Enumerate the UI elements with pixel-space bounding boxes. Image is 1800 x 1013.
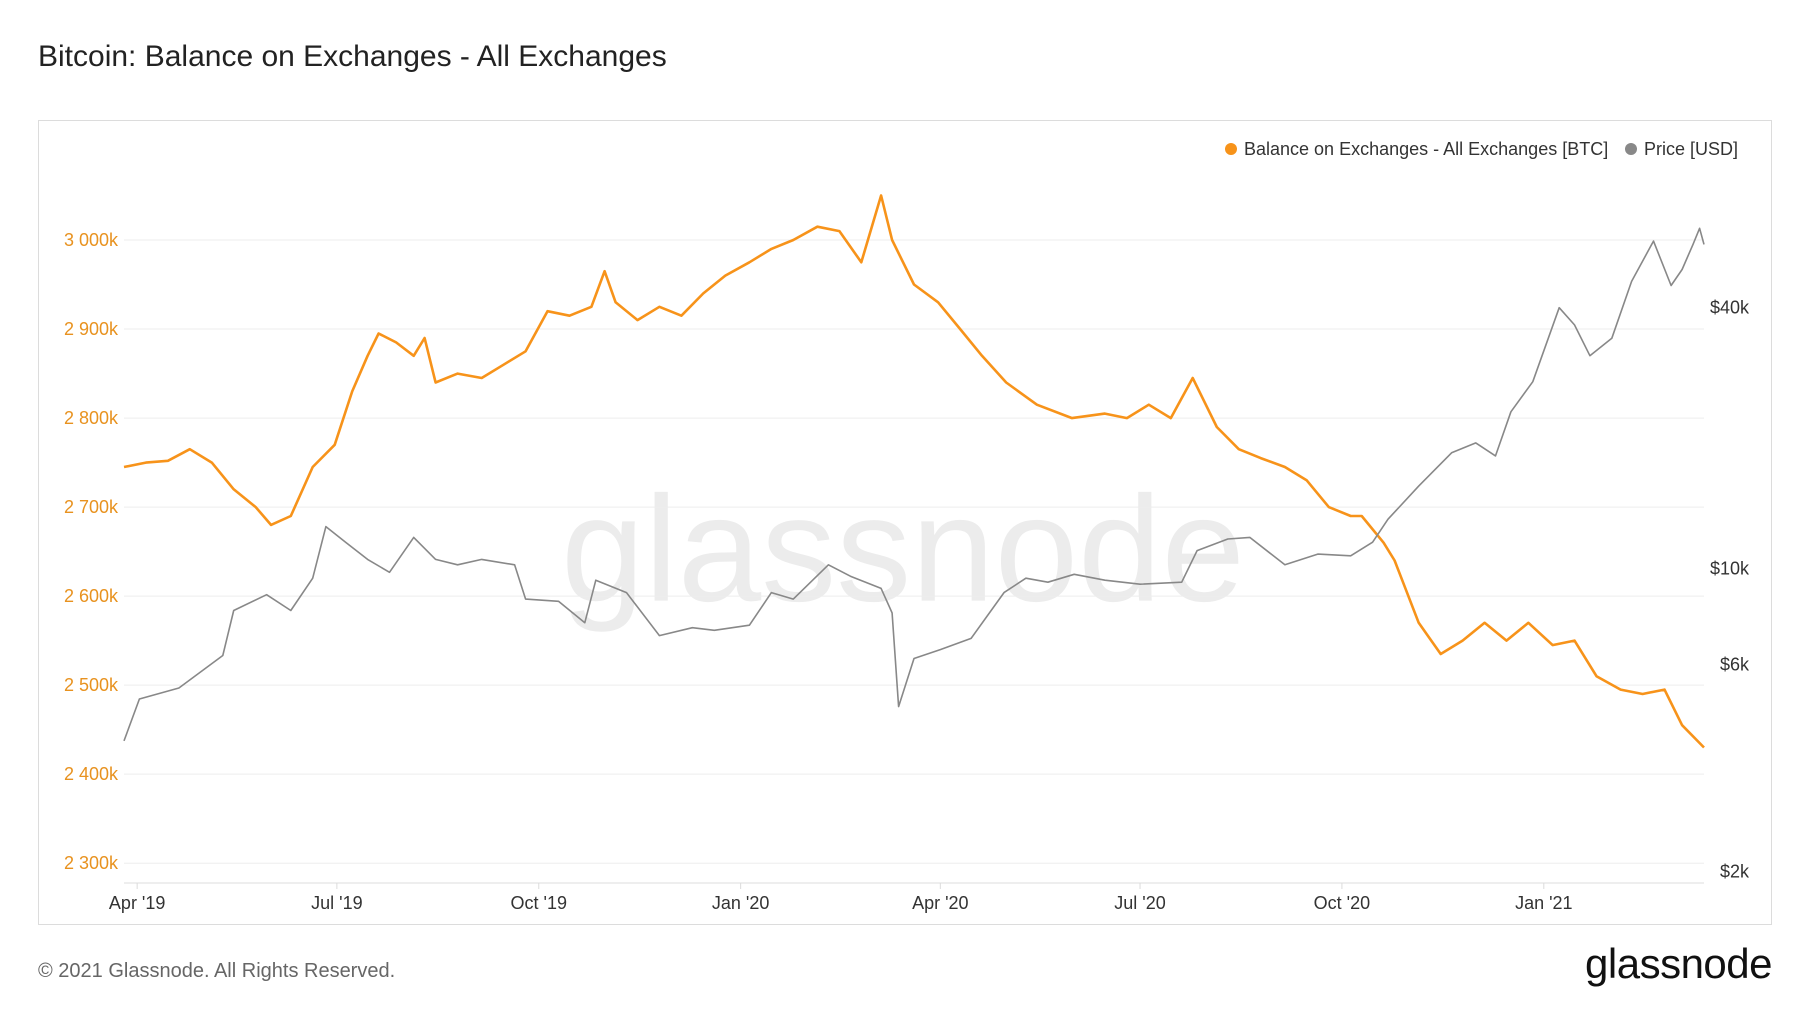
- chart-panel: glassnode 2 300k 2 400k 2 500k 2 600k 2 700k…: [38, 120, 1772, 925]
- right-axis-tick-label: $6k: [1720, 655, 1750, 675]
- legend-label: Price [USD]: [1644, 139, 1738, 159]
- left-axis-tick-label: 2 700k: [64, 497, 119, 517]
- x-axis-tick-label: Jan '21: [1515, 893, 1572, 913]
- copyright-text: © 2021 Glassnode. All Rights Reserved.: [38, 960, 396, 982]
- glassnode-logo[interactable]: glassnode: [1585, 940, 1772, 987]
- x-axis-tick-label: Jul '19: [311, 893, 362, 913]
- grid-lines: [124, 239, 1704, 864]
- right-axis: $2k $6k $10k $40k: [1710, 298, 1750, 882]
- watermark: glassnode: [561, 465, 1245, 633]
- left-axis-tick-label: 2 900k: [64, 319, 119, 339]
- chart-svg: glassnode 2 300k 2 400k 2 500k 2 600k 2 700k…: [64, 139, 1750, 913]
- left-axis-tick-label: 2 600k: [64, 586, 119, 606]
- page-title: Bitcoin: Balance on Exchanges - All Exch…: [38, 40, 667, 73]
- legend-item[interactable]: Price [USD]: [1625, 139, 1738, 159]
- x-axis: Apr '19 Jul '19 Oct '19 Jan '20 Apr '20 Jul '…: [109, 882, 1704, 913]
- x-axis-tick-label: Apr '19: [109, 893, 165, 913]
- series-group: [123, 194, 1705, 749]
- left-axis-tick-label: 2 500k: [64, 675, 119, 695]
- legend[interactable]: Balance on Exchanges - All Exchanges [BT…: [1225, 139, 1738, 159]
- legend-item[interactable]: Balance on Exchanges - All Exchanges [BT…: [1225, 139, 1608, 159]
- price-series-line[interactable]: [123, 227, 1705, 742]
- x-axis-tick-label: Jan '20: [712, 893, 769, 913]
- right-axis-tick-label: $2k: [1720, 861, 1750, 881]
- left-axis-tick-label: 3 000k: [64, 230, 119, 250]
- right-axis-tick-label: $40k: [1710, 298, 1750, 318]
- x-axis-tick-label: Oct '19: [511, 893, 567, 913]
- x-axis-tick-label: Apr '20: [912, 893, 968, 913]
- legend-dot-icon: [1225, 143, 1237, 155]
- left-axis-tick-label: 2 800k: [64, 408, 119, 428]
- balance-series-line[interactable]: [123, 194, 1705, 749]
- right-axis-tick-label: $10k: [1710, 559, 1750, 579]
- x-axis-tick-label: Jul '20: [1114, 893, 1165, 913]
- left-axis-tick-label: 2 400k: [64, 764, 119, 784]
- legend-label: Balance on Exchanges - All Exchanges [BT…: [1244, 139, 1608, 159]
- left-axis: 2 300k 2 400k 2 500k 2 600k 2 700k 2 800k 2 90…: [64, 230, 119, 873]
- legend-dot-icon: [1625, 143, 1637, 155]
- left-axis-tick-label: 2 300k: [64, 853, 119, 873]
- x-axis-tick-label: Oct '20: [1314, 893, 1370, 913]
